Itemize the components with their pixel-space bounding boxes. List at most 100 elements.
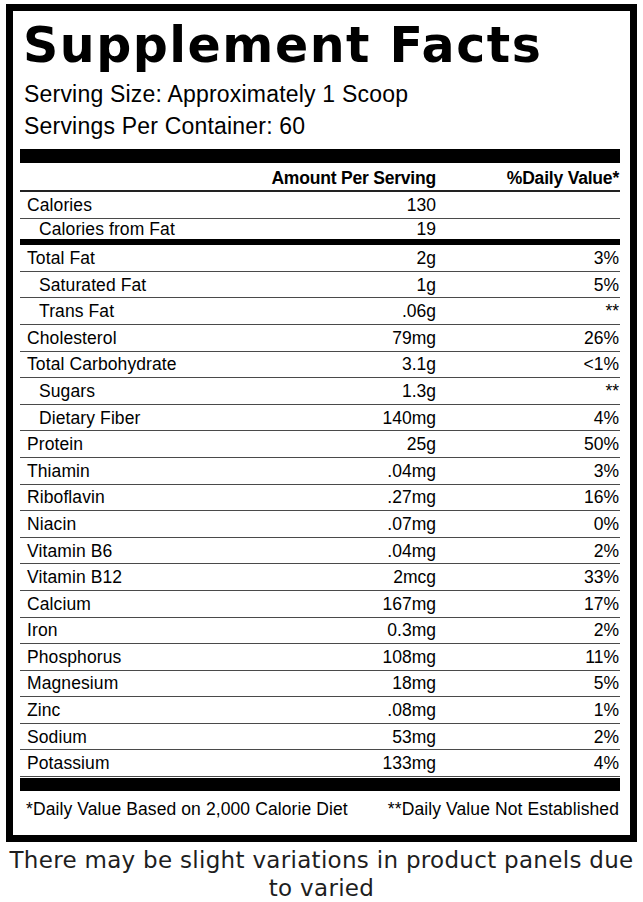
nutrient-name: Vitamin B6 — [27, 540, 112, 561]
nutrient-name: Calcium — [27, 593, 91, 614]
column-header-daily-value: %Daily Value* — [507, 167, 619, 188]
nutrient-daily-value: 5% — [594, 673, 619, 694]
nutrition-table: Amount Per Serving %Daily Value* Calorie… — [20, 165, 620, 777]
nutrient-name: Saturated Fat — [39, 274, 146, 295]
nutrient-row: Trans Fat .06g ** — [20, 298, 620, 325]
nutrient-row: Magnesium 18mg 5% — [20, 671, 620, 698]
nutrient-daily-value: 4% — [594, 407, 619, 428]
nutrient-row: Potassium 133mg 4% — [20, 750, 620, 777]
nutrient-name: Phosphorus — [27, 646, 121, 667]
nutrient-amount: 2mcg — [393, 567, 436, 588]
nutrient-amount: 53mg — [392, 726, 436, 747]
nutrient-amount: 1.3g — [402, 380, 436, 401]
nutrient-daily-value: ** — [605, 380, 619, 401]
nutrient-daily-value: 2% — [594, 540, 619, 561]
nutrient-amount: 25g — [407, 434, 436, 455]
nutrient-row: Calories 130 — [20, 192, 620, 219]
footnote-daily-value-basis: *Daily Value Based on 2,000 Calorie Diet — [26, 799, 348, 820]
nutrient-row: Dietary Fiber 140mg 4% — [20, 405, 620, 432]
nutrient-amount: 167mg — [382, 593, 436, 614]
nutrient-name: Total Carbohydrate — [27, 354, 177, 375]
nutrient-daily-value: 3% — [594, 247, 619, 268]
nutrient-row: Sodium 53mg 2% — [20, 724, 620, 751]
nutrient-daily-value: 1% — [594, 700, 619, 721]
nutrient-daily-value: 33% — [584, 567, 619, 588]
nutrient-name: Sodium — [27, 726, 87, 747]
nutrient-daily-value: 2% — [594, 620, 619, 641]
nutrient-daily-value: 4% — [594, 753, 619, 774]
nutrient-row: Saturated Fat 1g 5% — [20, 272, 620, 299]
nutrient-amount: 1g — [417, 274, 436, 295]
nutrient-daily-value: 50% — [584, 434, 619, 455]
nutrient-name: Magnesium — [27, 673, 118, 694]
nutrient-amount: 140mg — [382, 407, 436, 428]
nutrient-daily-value: 17% — [584, 593, 619, 614]
nutrient-row: Total Carbohydrate 3.1g <1% — [20, 352, 620, 379]
nutrient-row: Iron 0.3mg 2% — [20, 618, 620, 645]
nutrient-row: Vitamin B6 .04mg 2% — [20, 538, 620, 565]
page: { "label": { "title": "Supplement Facts"… — [0, 0, 643, 902]
nutrient-amount: .08mg — [387, 700, 436, 721]
nutrient-row: Sugars 1.3g ** — [20, 378, 620, 405]
nutrient-name: Total Fat — [27, 247, 95, 268]
nutrient-row: Zinc .08mg 1% — [20, 697, 620, 724]
nutrient-amount: 108mg — [382, 646, 436, 667]
column-header-amount: Amount Per Serving — [271, 167, 436, 188]
nutrient-amount: 19 — [417, 218, 436, 239]
nutrient-daily-value: 5% — [594, 274, 619, 295]
nutrient-daily-value: 16% — [584, 487, 619, 508]
nutrient-row: Niacin .07mg 0% — [20, 511, 620, 538]
nutrient-row: Phosphorus 108mg 11% — [20, 644, 620, 671]
nutrient-name: Protein — [27, 434, 83, 455]
product-disclaimer: There may be slight variations in produc… — [0, 846, 643, 902]
nutrient-daily-value: ** — [605, 301, 619, 322]
nutrient-amount: .04mg — [387, 540, 436, 561]
nutrient-row: Cholesterol 79mg 26% — [20, 325, 620, 352]
servings-per-container-line: Servings Per Container: 60 — [24, 110, 620, 142]
table-body: Calories 130 Calories from Fat 19 Total … — [20, 192, 620, 777]
nutrient-amount: .04mg — [387, 460, 436, 481]
nutrient-daily-value: 11% — [585, 646, 619, 667]
serving-size-line: Serving Size: Approximately 1 Scoop — [24, 78, 620, 110]
nutrient-name: Sugars — [39, 380, 95, 401]
nutrient-name: Cholesterol — [27, 327, 117, 348]
nutrient-name: Calories from Fat — [39, 218, 175, 239]
nutrient-row: Total Fat 2g 3% — [20, 245, 620, 272]
nutrient-name: Niacin — [27, 513, 76, 534]
footnotes-row: *Daily Value Based on 2,000 Calorie Diet… — [20, 791, 620, 828]
nutrient-row: Calories from Fat 19 — [20, 219, 620, 246]
nutrient-row: Riboflavin .27mg 16% — [20, 485, 620, 512]
separator-bar-bottom — [20, 778, 620, 791]
separator-bar-top — [20, 149, 620, 163]
panel-title: Supplement Facts — [23, 21, 620, 70]
nutrient-amount: 0.3mg — [387, 620, 436, 641]
nutrient-name: Vitamin B12 — [27, 567, 122, 588]
table-header-row: Amount Per Serving %Daily Value* — [20, 165, 620, 192]
nutrient-amount: .27mg — [387, 487, 436, 508]
nutrient-row: Vitamin B12 2mcg 33% — [20, 564, 620, 591]
nutrient-amount: 18mg — [392, 673, 436, 694]
nutrient-name: Iron — [27, 620, 58, 641]
nutrient-name: Dietary Fiber — [39, 407, 140, 428]
nutrient-daily-value: 26% — [584, 327, 619, 348]
nutrient-row: Thiamin .04mg 3% — [20, 458, 620, 485]
nutrient-amount: 2g — [417, 247, 436, 268]
nutrient-name: Calories — [27, 194, 92, 215]
nutrient-daily-value: 2% — [594, 726, 619, 747]
nutrient-name: Trans Fat — [39, 301, 114, 322]
nutrient-amount: 130 — [407, 194, 436, 215]
nutrient-daily-value: 3% — [594, 460, 619, 481]
nutrient-amount: .06g — [402, 301, 436, 322]
footnote-not-established: **Daily Value Not Established — [388, 799, 619, 820]
nutrient-name: Thiamin — [27, 460, 90, 481]
nutrient-row: Calcium 167mg 17% — [20, 591, 620, 618]
nutrient-daily-value: <1% — [583, 354, 619, 375]
nutrient-name: Zinc — [27, 700, 60, 721]
nutrient-name: Potassium — [27, 753, 110, 774]
nutrient-amount: 3.1g — [402, 354, 436, 375]
nutrient-amount: 133mg — [382, 753, 436, 774]
nutrient-name: Riboflavin — [27, 487, 105, 508]
nutrient-row: Protein 25g 50% — [20, 431, 620, 458]
disclaimer-line-1: There may be slight variations in produc… — [0, 846, 643, 902]
supplement-facts-panel: Supplement Facts Serving Size: Approxima… — [6, 4, 637, 842]
